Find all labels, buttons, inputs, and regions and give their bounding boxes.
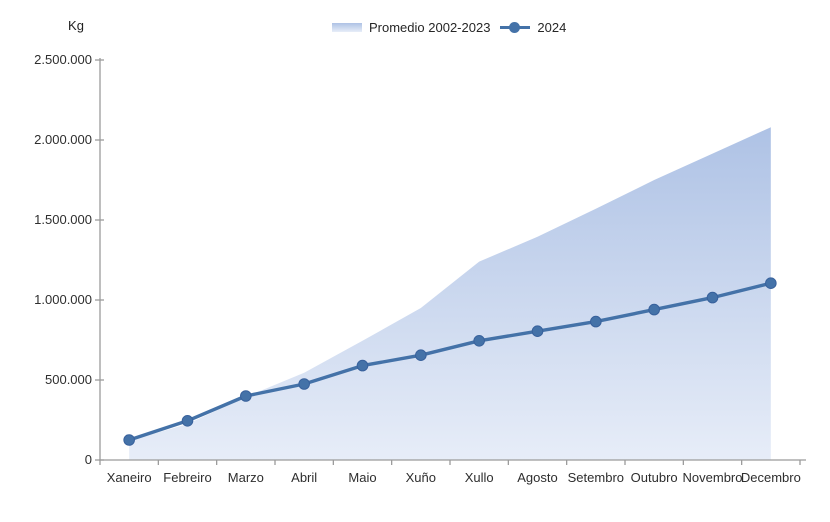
data-point-xaneiro	[123, 434, 135, 446]
y-axis-tick-label: 1.500.000	[34, 212, 92, 227]
legend-dot	[509, 21, 521, 33]
data-point-outubro	[648, 303, 660, 316]
x-axis-label-decembro: Decembro	[740, 470, 801, 485]
line-marker-icon	[500, 21, 531, 33]
legend-label-2024: 2024	[537, 19, 567, 35]
x-axis-label-setembro: Setembro	[567, 470, 625, 485]
data-point-novembro	[706, 291, 719, 304]
y-axis-title: Kg	[68, 18, 84, 33]
x-axis-label-xuño: Xuño	[405, 470, 437, 485]
x-axis-label-febreiro: Febreiro	[163, 470, 212, 485]
x-axis-label-maio: Maio	[348, 470, 377, 485]
data-point-xullo	[473, 335, 485, 347]
data-point-marzo	[240, 390, 252, 402]
x-axis-label-marzo: Marzo	[227, 470, 264, 485]
data-point-agosto	[531, 325, 544, 338]
x-axis-label-agosto: Agosto	[517, 470, 558, 485]
data-point-setembro	[590, 315, 602, 328]
area-swatch-icon	[332, 22, 362, 32]
data-point-febreiro	[181, 415, 194, 427]
y-axis-tick-label: 500.000	[45, 372, 92, 387]
legend-label-promedio: Promedio 2002-2023	[369, 19, 491, 35]
legend: Promedio 2002-2023 2024	[332, 18, 566, 36]
x-axis-label-abril: Abril	[291, 470, 318, 485]
x-axis-label-outubro: Outubro	[630, 470, 678, 485]
series-2024-line	[127, 281, 773, 442]
y-axis-tick-label: 2.500.000	[34, 52, 92, 67]
data-point-xuño	[415, 349, 427, 362]
promedio-area	[129, 127, 771, 460]
legend-item-promedio: Promedio 2002-2023	[332, 20, 490, 35]
y-axis-tick-label: 0	[84, 452, 92, 467]
x-axis-label-novembro: Novembro	[682, 470, 743, 485]
legend-item-2024: 2024	[500, 20, 566, 35]
data-point-abril	[298, 378, 310, 390]
y-axis-tick-label: 1.000.000	[34, 292, 92, 307]
y-axis-tick-label: 2.000.000	[34, 132, 92, 147]
x-axis-label-xaneiro: Xaneiro	[106, 470, 152, 485]
data-point-maio	[356, 359, 369, 372]
x-axis-label-xullo: Xullo	[464, 470, 494, 485]
data-point-decembro	[765, 277, 777, 290]
